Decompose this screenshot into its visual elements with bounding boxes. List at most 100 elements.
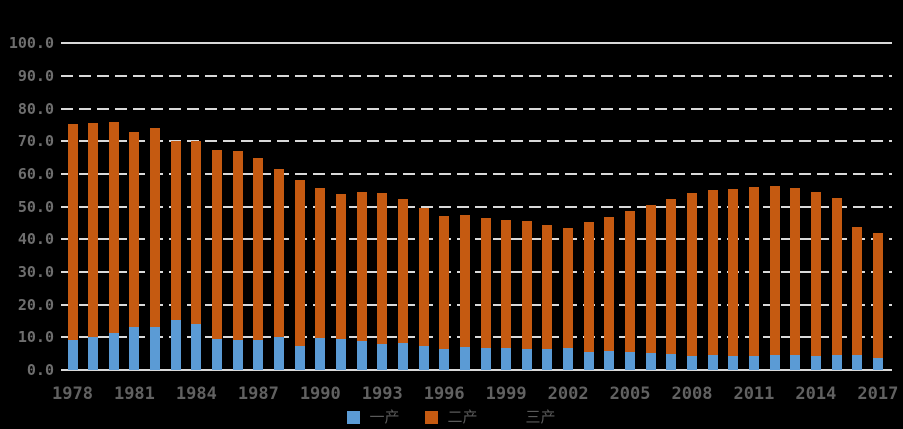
x-tick-label: 1978 [52, 384, 93, 404]
bar-segment-一产 [67, 339, 78, 370]
bar-segment-一产 [150, 327, 161, 370]
y-tick-label: 80.0 [17, 99, 54, 118]
bar-segment-一产 [501, 348, 512, 370]
bar-segment-一产 [687, 355, 697, 370]
bar-segment-一产 [377, 343, 388, 370]
bar-segment-一产 [769, 355, 780, 370]
bar-segment-二产 [521, 221, 532, 350]
gridline-10.0 [61, 336, 892, 339]
legend-item-三产: 三产 [503, 408, 556, 426]
bar-segment-二产 [872, 233, 883, 358]
legend-label: 三产 [525, 408, 556, 426]
bar-segment-一产 [294, 346, 305, 370]
bar-segment-二产 [439, 216, 450, 349]
y-tick-label: 10.0 [17, 328, 54, 347]
gridline-20.0 [61, 303, 892, 306]
bar-segment-二产 [150, 128, 161, 328]
bar-segment-二产 [418, 208, 429, 347]
x-tick-label: 1981 [113, 384, 155, 404]
bar-segment-一产 [397, 343, 408, 370]
bar-segment-二产 [707, 189, 718, 355]
x-tick-label: 2017 [857, 384, 899, 404]
bar-segment-二产 [397, 198, 408, 344]
bar-segment-二产 [687, 192, 697, 356]
gridline-40.0 [61, 238, 892, 241]
bar-segment-二产 [459, 214, 470, 348]
bar-segment-一产 [852, 354, 863, 370]
gridline-30.0 [61, 270, 892, 273]
bar-segment-一产 [872, 357, 883, 370]
bar-segment-二产 [356, 191, 367, 342]
y-tick-label: 100.0 [8, 34, 54, 53]
bar-segment-二产 [625, 210, 636, 353]
bar-segment-二产 [212, 150, 223, 340]
bar-segment-二产 [852, 226, 863, 355]
bar-segment-一产 [521, 349, 532, 370]
bar-segment-一产 [790, 354, 801, 370]
bar-segment-一产 [810, 355, 821, 370]
bar-segment-一产 [831, 355, 842, 370]
bar-segment-二产 [88, 123, 99, 338]
bar-segment-一产 [748, 355, 759, 370]
bar-segment-二产 [810, 191, 821, 356]
y-tick-label: 40.0 [17, 230, 54, 249]
gridline-0.0 [61, 369, 892, 371]
x-tick-label: 2014 [795, 384, 837, 404]
gridline-50.0 [61, 205, 892, 208]
bar-segment-一产 [480, 348, 491, 370]
y-tick-label: 70.0 [17, 132, 54, 151]
bar-segment-一产 [728, 355, 739, 370]
y-tick-label: 0.0 [26, 361, 54, 379]
x-tick-label: 1993 [361, 384, 403, 404]
legend-label: 一产 [369, 408, 400, 426]
bar-segment-二产 [666, 199, 677, 354]
bar-segment-二产 [831, 197, 842, 356]
bar-segment-一产 [274, 337, 284, 370]
legend-label: 二产 [447, 408, 478, 426]
bar-segment-二产 [108, 122, 119, 334]
bar-segment-二产 [542, 224, 553, 350]
bar-segment-二产 [294, 179, 305, 347]
legend-swatch-一产 [347, 411, 361, 424]
bar-segment-一产 [583, 352, 594, 370]
bar-segment-一产 [707, 354, 718, 370]
y-tick-label: 90.0 [17, 66, 54, 85]
bar-segment-二产 [728, 189, 739, 356]
bar-segment-一产 [439, 348, 450, 370]
x-tick-label: 1984 [175, 384, 217, 404]
bar-segment-一产 [108, 333, 119, 370]
bar-segment-一产 [170, 320, 181, 370]
x-tick-label: 2011 [733, 384, 775, 404]
x-tick-label: 2008 [671, 384, 713, 404]
legend-item-二产: 二产 [425, 408, 478, 426]
bar-segment-二产 [480, 217, 491, 349]
x-tick-label: 1999 [485, 384, 527, 404]
bar-segment-二产 [377, 193, 388, 344]
bar-segment-二产 [769, 186, 780, 356]
bar-segment-一产 [645, 353, 656, 370]
bar-segment-二产 [790, 188, 801, 355]
y-tick-label: 30.0 [17, 262, 54, 281]
bar-segment-二产 [583, 221, 594, 353]
gridline-80.0 [61, 107, 892, 110]
bar-segment-一产 [418, 346, 429, 370]
bar-segment-二产 [315, 188, 326, 339]
x-tick-label: 2002 [547, 384, 589, 404]
bar-segment-二产 [563, 227, 574, 349]
bar-segment-一产 [335, 339, 346, 370]
x-tick-label: 2005 [609, 384, 651, 404]
bar-segment-一产 [253, 339, 264, 370]
gridline-90.0 [61, 74, 892, 77]
bar-segment-二产 [335, 193, 346, 340]
bar-segment-一产 [666, 353, 677, 370]
x-tick-label: 1987 [237, 384, 279, 404]
y-tick-label: 50.0 [17, 197, 54, 216]
bar-segment-一产 [129, 326, 140, 370]
bar-segment-一产 [88, 337, 99, 370]
y-tick-label: 60.0 [17, 164, 54, 183]
legend-swatch-三产 [503, 411, 517, 424]
bar-segment-二产 [232, 151, 243, 341]
bar-segment-一产 [563, 348, 574, 370]
y-tick-label: 20.0 [17, 295, 54, 314]
bar-segment-一产 [232, 340, 243, 370]
